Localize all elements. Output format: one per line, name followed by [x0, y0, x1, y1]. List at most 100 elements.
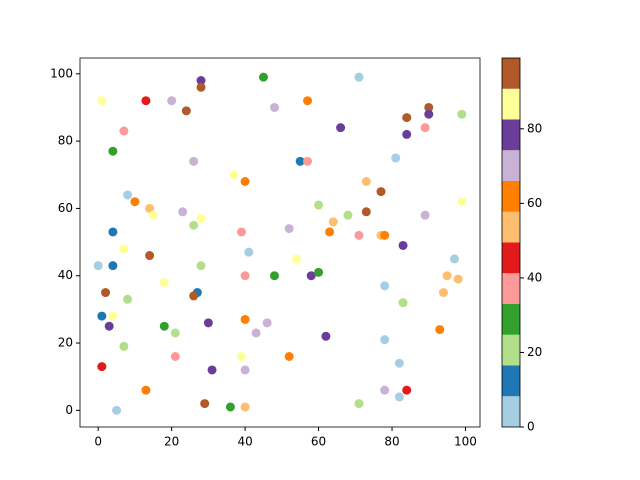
colorbar-segment: [502, 150, 520, 181]
y-tick-label: 0: [65, 403, 73, 417]
point: [449, 254, 459, 264]
axes-frame: [79, 57, 481, 428]
point: [178, 207, 188, 217]
point: [225, 402, 235, 412]
point: [170, 328, 180, 338]
point: [453, 274, 463, 284]
colorbar-segment: [502, 242, 520, 274]
point: [292, 254, 302, 264]
point: [119, 341, 129, 351]
point: [236, 351, 246, 361]
point: [424, 109, 434, 119]
colorbar-segment: [502, 181, 520, 212]
point: [97, 96, 107, 106]
point: [303, 156, 313, 166]
point: [380, 335, 390, 345]
point: [93, 261, 103, 271]
point: [240, 402, 250, 412]
colorbar-segment: [502, 365, 520, 397]
point: [170, 351, 180, 361]
point: [435, 325, 445, 335]
colorbar-segment: [502, 88, 520, 120]
colorbar-segment: [502, 211, 520, 243]
point: [159, 277, 169, 287]
point: [196, 76, 206, 86]
point: [258, 72, 268, 82]
point: [284, 224, 294, 234]
point: [141, 96, 151, 106]
point: [108, 227, 118, 237]
colorbar-tick-label: 40: [527, 270, 542, 284]
point: [167, 96, 177, 106]
colorbar-segment: [502, 334, 520, 366]
point: [380, 385, 390, 395]
point: [438, 288, 448, 298]
point: [108, 261, 118, 271]
point: [101, 288, 111, 298]
colorbar-tick-label: 20: [527, 345, 542, 359]
point: [402, 385, 412, 395]
point: [336, 123, 346, 133]
point: [207, 365, 217, 375]
point: [189, 291, 199, 301]
y-tick-label: 100: [50, 66, 73, 80]
point: [123, 190, 133, 200]
point: [295, 156, 305, 166]
point: [380, 230, 390, 240]
colorbar-segment: [502, 396, 520, 427]
point: [240, 271, 250, 281]
point: [196, 214, 206, 224]
point: [97, 311, 107, 321]
point: [269, 102, 279, 112]
y-tick-label: 40: [58, 268, 73, 282]
point: [240, 177, 250, 187]
point: [354, 72, 364, 82]
point: [130, 197, 140, 207]
point: [196, 82, 206, 92]
point: [145, 251, 155, 261]
point: [402, 129, 412, 139]
colorbar-frame: [501, 57, 521, 428]
colorbar-segment: [502, 304, 520, 335]
point: [424, 102, 434, 112]
point: [189, 220, 199, 230]
point: [314, 267, 324, 277]
point: [108, 311, 118, 321]
point: [314, 200, 324, 210]
point: [159, 321, 169, 331]
colorbar-tick-label: 0: [527, 420, 535, 434]
point: [145, 203, 155, 213]
point: [321, 331, 331, 341]
point: [394, 358, 404, 368]
point: [123, 294, 133, 304]
point: [284, 351, 294, 361]
point: [203, 318, 213, 328]
point: [343, 210, 353, 220]
y-tick-label: 20: [58, 336, 73, 350]
x-tick-label: 100: [454, 435, 477, 449]
colorbar-tick-label: 80: [527, 121, 542, 135]
x-tick-label: 80: [384, 435, 399, 449]
point: [189, 156, 199, 166]
point: [119, 126, 129, 136]
point: [457, 197, 467, 207]
colorbar-segment: [502, 273, 520, 304]
point: [97, 362, 107, 372]
point: [442, 271, 452, 281]
point: [112, 405, 122, 415]
point: [236, 227, 246, 237]
colorbar-tick-label: 60: [527, 196, 542, 210]
point: [325, 227, 335, 237]
point: [229, 170, 239, 180]
x-tick-label: 60: [311, 435, 326, 449]
point: [108, 146, 118, 156]
point: [119, 244, 129, 254]
y-tick-label: 60: [58, 201, 73, 215]
point: [354, 230, 364, 240]
point: [104, 321, 114, 331]
point: [361, 207, 371, 217]
point: [394, 392, 404, 402]
point: [398, 240, 408, 250]
point: [269, 271, 279, 281]
